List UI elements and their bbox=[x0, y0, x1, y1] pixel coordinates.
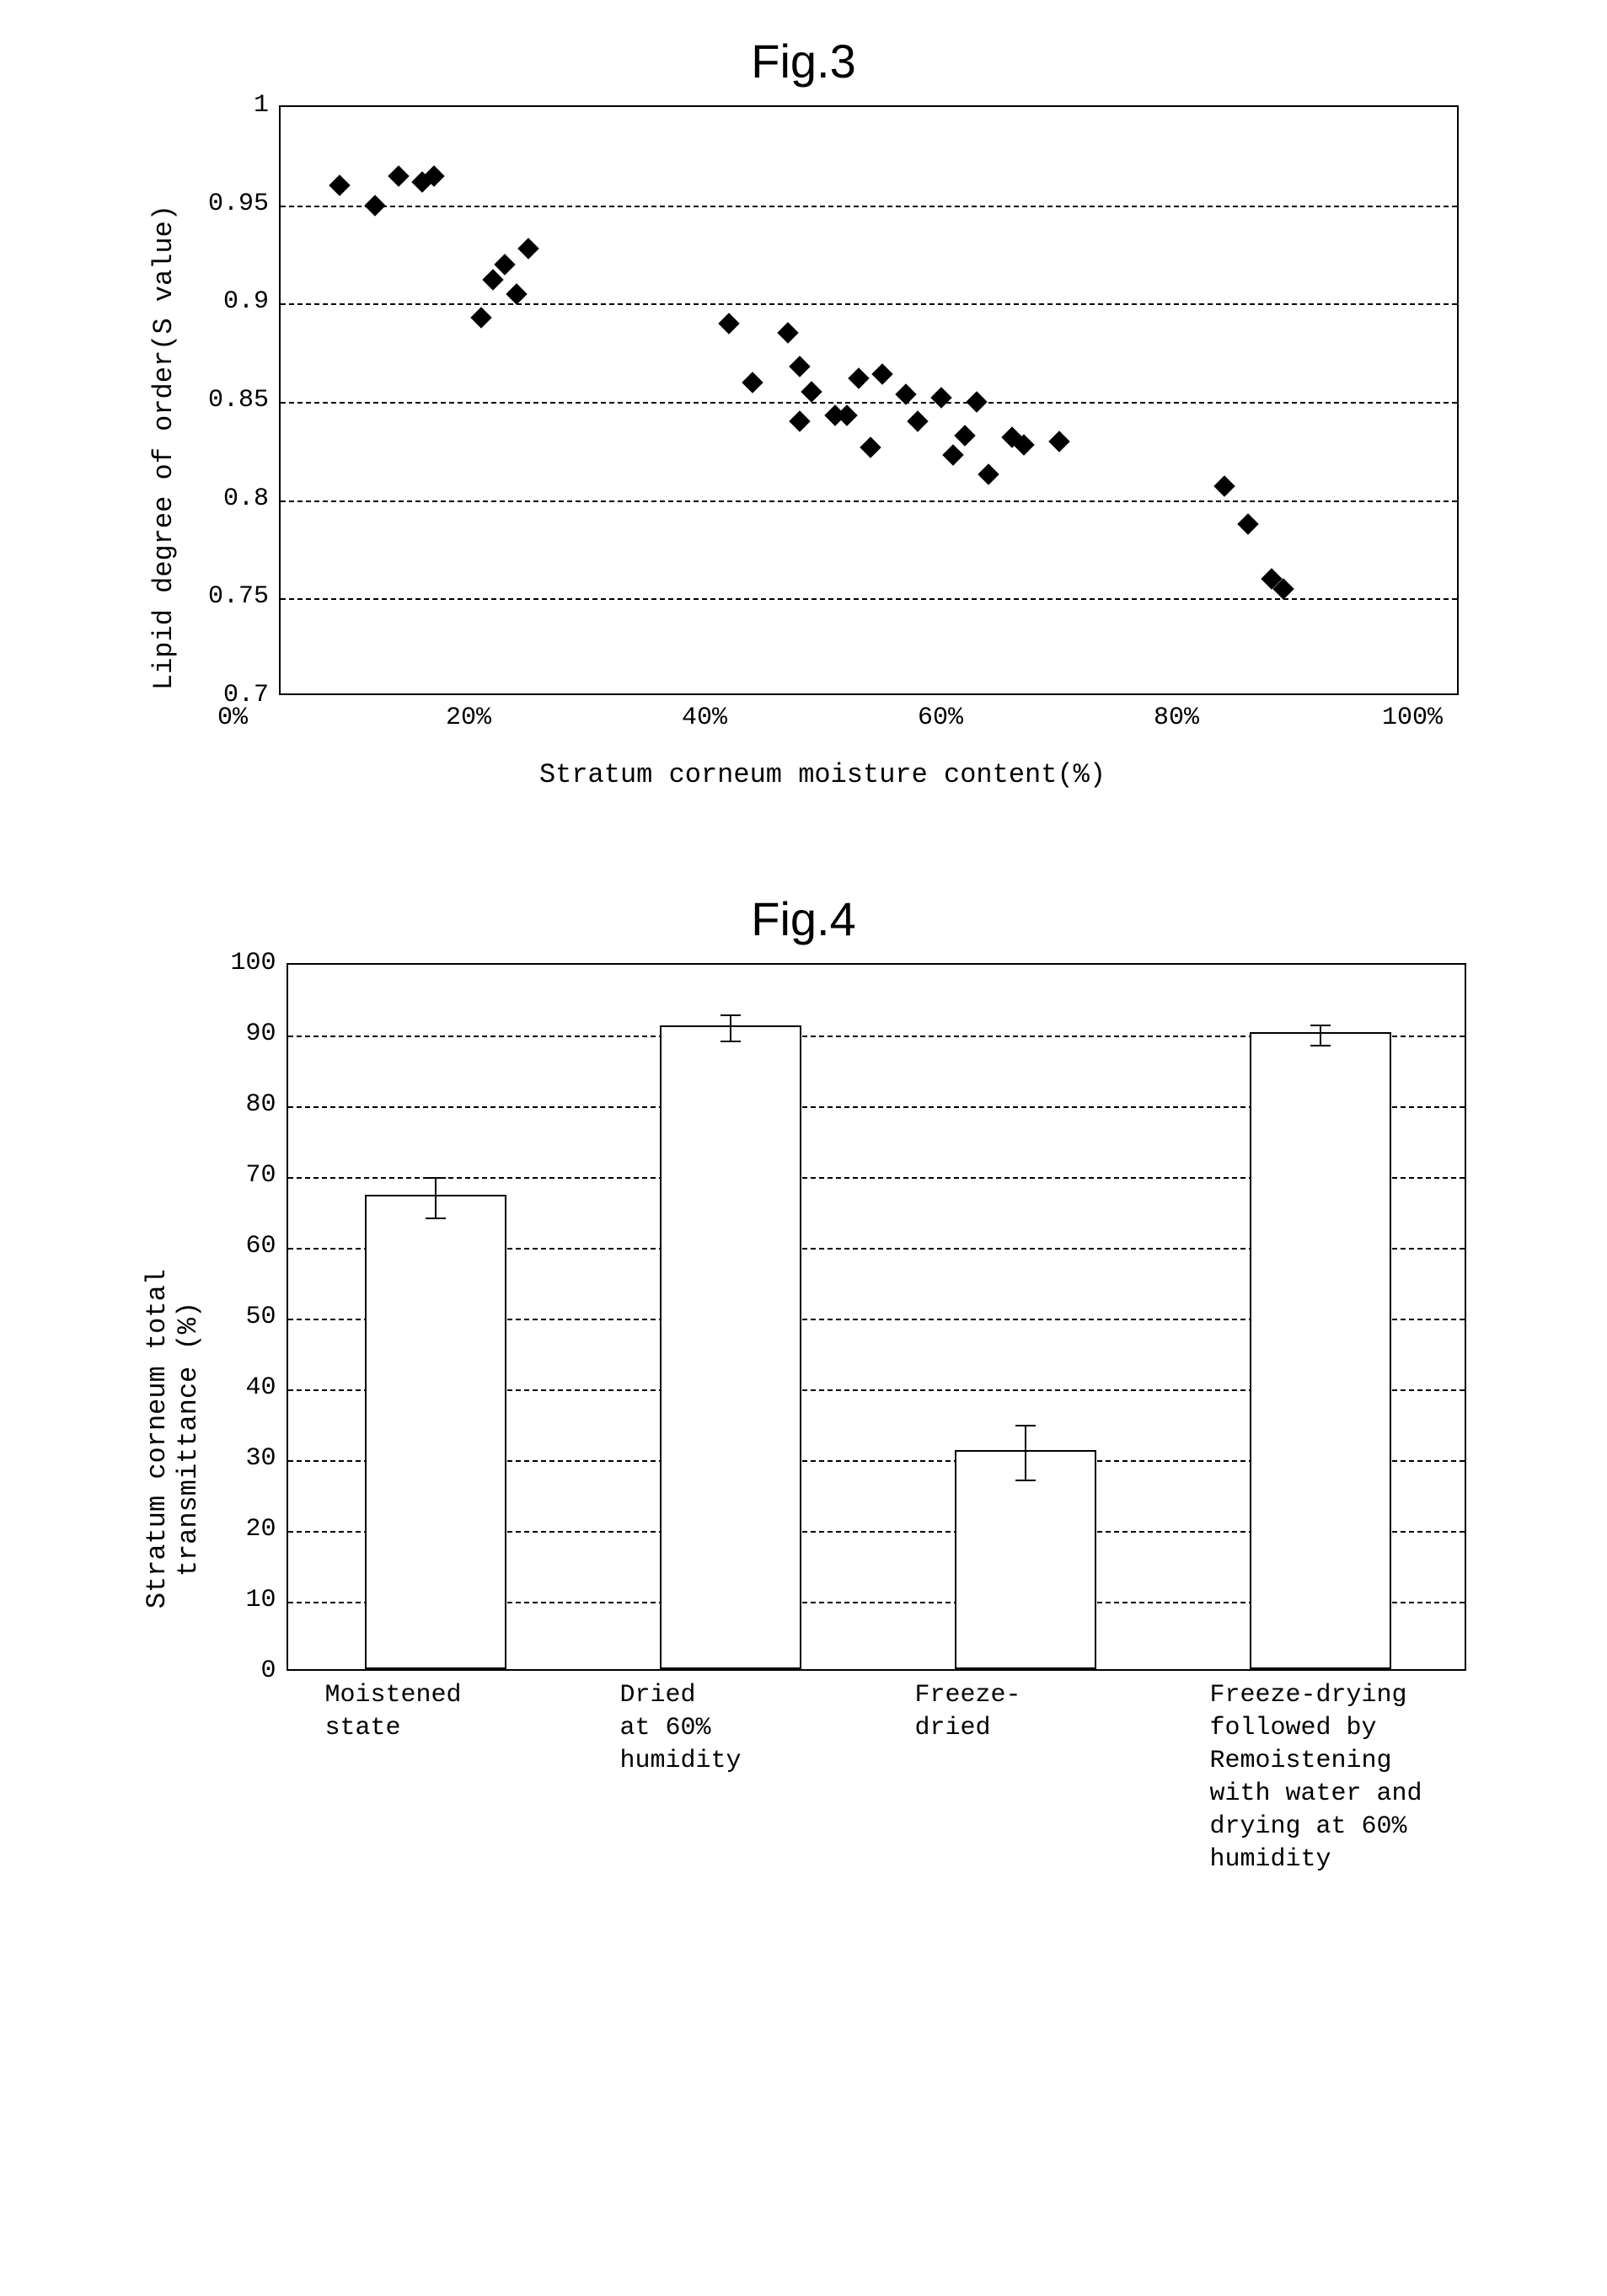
bar-category-label: Freeze-drying followed by Remoistening w… bbox=[1210, 1679, 1476, 1876]
fig3-xtick: 0% bbox=[217, 704, 248, 732]
scatter-point bbox=[966, 391, 987, 412]
fig3-xtick: 20% bbox=[446, 704, 491, 732]
scatter-point bbox=[364, 195, 385, 216]
fig3-xtick: 100% bbox=[1382, 704, 1443, 732]
scatter-point bbox=[789, 411, 810, 432]
fig4-xlabels: Moistened state Dried at 60% humidity Free… bbox=[249, 1679, 1428, 1915]
scatter-point bbox=[742, 372, 763, 393]
scatter-point bbox=[789, 356, 810, 377]
error-bar bbox=[730, 1014, 731, 1043]
scatter-point bbox=[1237, 513, 1258, 534]
fig4-ytick: 60 bbox=[245, 1234, 276, 1259]
fig4-plot-area bbox=[287, 963, 1466, 1671]
scatter-point bbox=[860, 436, 881, 458]
bar bbox=[365, 1195, 506, 1669]
fig4-chart: Stratum corneum total transmittance (%) … bbox=[34, 963, 1573, 1915]
fig3-ytick: 0.8 bbox=[223, 486, 269, 511]
error-bar bbox=[1025, 1425, 1026, 1481]
fig4-ytick: 10 bbox=[245, 1587, 276, 1613]
scatter-point bbox=[388, 165, 409, 186]
fig3-yticks: 10.950.90.850.80.750.7 bbox=[186, 105, 279, 695]
scatter-point bbox=[329, 175, 350, 196]
scatter-point bbox=[848, 367, 869, 388]
fig4-ylabel: Stratum corneum total transmittance (%) bbox=[142, 1269, 204, 1608]
fig3-xtick: 60% bbox=[918, 704, 963, 732]
fig3-ytick: 0.95 bbox=[208, 191, 269, 217]
scatter-point bbox=[907, 411, 928, 432]
fig3-title: Fig.3 bbox=[34, 34, 1573, 88]
fig3-xtick: 80% bbox=[1154, 704, 1199, 732]
fig4-ytick: 70 bbox=[245, 1163, 276, 1188]
scatter-point bbox=[871, 364, 892, 385]
fig3-ylabel: Lipid degree of order(S value) bbox=[148, 205, 179, 690]
fig4-title: Fig.4 bbox=[34, 891, 1573, 946]
fig3-ytick: 0.85 bbox=[208, 388, 269, 413]
bar-category-label: Moistened state bbox=[325, 1679, 591, 1745]
fig4-ytick: 80 bbox=[245, 1092, 276, 1117]
scatter-point bbox=[506, 283, 527, 304]
fig3-ytick: 0.75 bbox=[208, 584, 269, 609]
scatter-point bbox=[777, 323, 798, 344]
fig4-ytick: 30 bbox=[245, 1446, 276, 1471]
scatter-point bbox=[930, 388, 951, 409]
fig4-ytick: 20 bbox=[245, 1517, 276, 1542]
scatter-point bbox=[954, 425, 975, 446]
fig4-ytick: 90 bbox=[245, 1021, 276, 1046]
fig3-gridline bbox=[281, 500, 1457, 502]
scatter-point bbox=[1213, 476, 1235, 497]
scatter-point bbox=[942, 444, 963, 465]
bar bbox=[1250, 1032, 1391, 1669]
error-bar bbox=[1320, 1025, 1321, 1046]
scatter-point bbox=[470, 307, 491, 328]
figure-4: Fig.4 Stratum corneum total transmittanc… bbox=[34, 891, 1573, 1915]
fig4-yticks: 1009080706050403020100 bbox=[211, 963, 287, 1671]
fig3-gridline bbox=[281, 206, 1457, 207]
scatter-point bbox=[978, 464, 999, 485]
fig4-ytick: 40 bbox=[245, 1375, 276, 1400]
fig3-xlabel: Stratum corneum moisture content(%) bbox=[539, 759, 1106, 790]
fig3-ytick: 0.9 bbox=[223, 289, 269, 314]
error-bar bbox=[435, 1177, 437, 1219]
scatter-point bbox=[801, 382, 822, 403]
bar bbox=[660, 1025, 801, 1669]
bar bbox=[955, 1450, 1096, 1669]
fig3-chart: Lipid degree of order(S value) 10.950.90… bbox=[34, 105, 1573, 790]
fig4-ytick: 50 bbox=[245, 1304, 276, 1330]
fig4-ytick: 100 bbox=[230, 950, 276, 976]
fig3-xtick: 40% bbox=[682, 704, 727, 732]
scatter-point bbox=[517, 238, 538, 259]
fig3-ytick: 1 bbox=[254, 93, 269, 118]
scatter-point bbox=[494, 254, 515, 275]
fig3-gridline bbox=[281, 598, 1457, 600]
bar-category-label: Freeze- dried bbox=[915, 1679, 1181, 1745]
fig3-gridline bbox=[281, 402, 1457, 404]
bar-category-label: Dried at 60% humidity bbox=[620, 1679, 886, 1778]
fig3-xticks: 0%20%40%60%80%100% bbox=[233, 704, 1412, 734]
fig3-plot-area bbox=[279, 105, 1459, 695]
fig3-gridline bbox=[281, 303, 1457, 305]
figure-3: Fig.3 Lipid degree of order(S value) 1 0.… bbox=[34, 34, 1573, 790]
scatter-point bbox=[1048, 431, 1069, 452]
scatter-point bbox=[718, 313, 739, 334]
scatter-point bbox=[482, 270, 503, 291]
